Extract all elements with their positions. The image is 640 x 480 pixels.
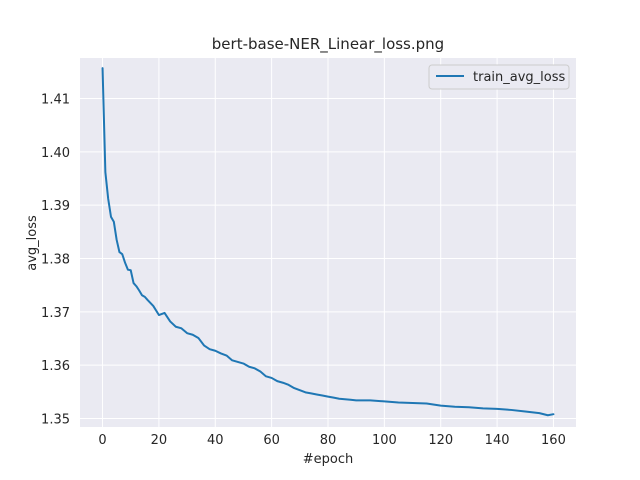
y-tick-label: 1.38 xyxy=(41,252,70,267)
x-tick-labels: 0 20 40 60 80 100 120 140 160 xyxy=(98,433,565,448)
y-tick-label: 1.41 xyxy=(41,93,70,108)
x-axis-label: #epoch xyxy=(303,452,353,467)
y-tick-label: 1.40 xyxy=(41,146,70,161)
series-line-train-avg-loss xyxy=(101,67,555,417)
x-tick-label: 120 xyxy=(428,433,453,448)
x-tick-label: 100 xyxy=(372,433,397,448)
legend-label: train_avg_loss xyxy=(473,70,566,85)
chart-title: bert-base-NER_Linear_loss.png xyxy=(212,35,444,54)
y-tick-labels: 1.35 1.36 1.37 1.38 1.39 1.40 1.41 xyxy=(41,93,70,428)
grid-lines xyxy=(80,58,576,427)
x-tick-label: 60 xyxy=(263,433,280,448)
legend: train_avg_loss xyxy=(428,64,570,90)
y-tick-label: 1.39 xyxy=(41,199,70,214)
series-layer xyxy=(101,67,555,417)
x-tick-label: 160 xyxy=(541,433,566,448)
x-tick-label: 40 xyxy=(207,433,224,448)
y-axis-label: avg_loss xyxy=(25,215,40,271)
y-tick-label: 1.36 xyxy=(41,359,70,374)
x-tick-label: 140 xyxy=(485,433,510,448)
y-tick-label: 1.35 xyxy=(41,412,70,427)
y-tick-label: 1.37 xyxy=(41,306,70,321)
x-tick-label: 20 xyxy=(151,433,168,448)
x-tick-label: 80 xyxy=(320,433,337,448)
legend-box xyxy=(428,64,570,90)
x-tick-label: 0 xyxy=(98,433,106,448)
